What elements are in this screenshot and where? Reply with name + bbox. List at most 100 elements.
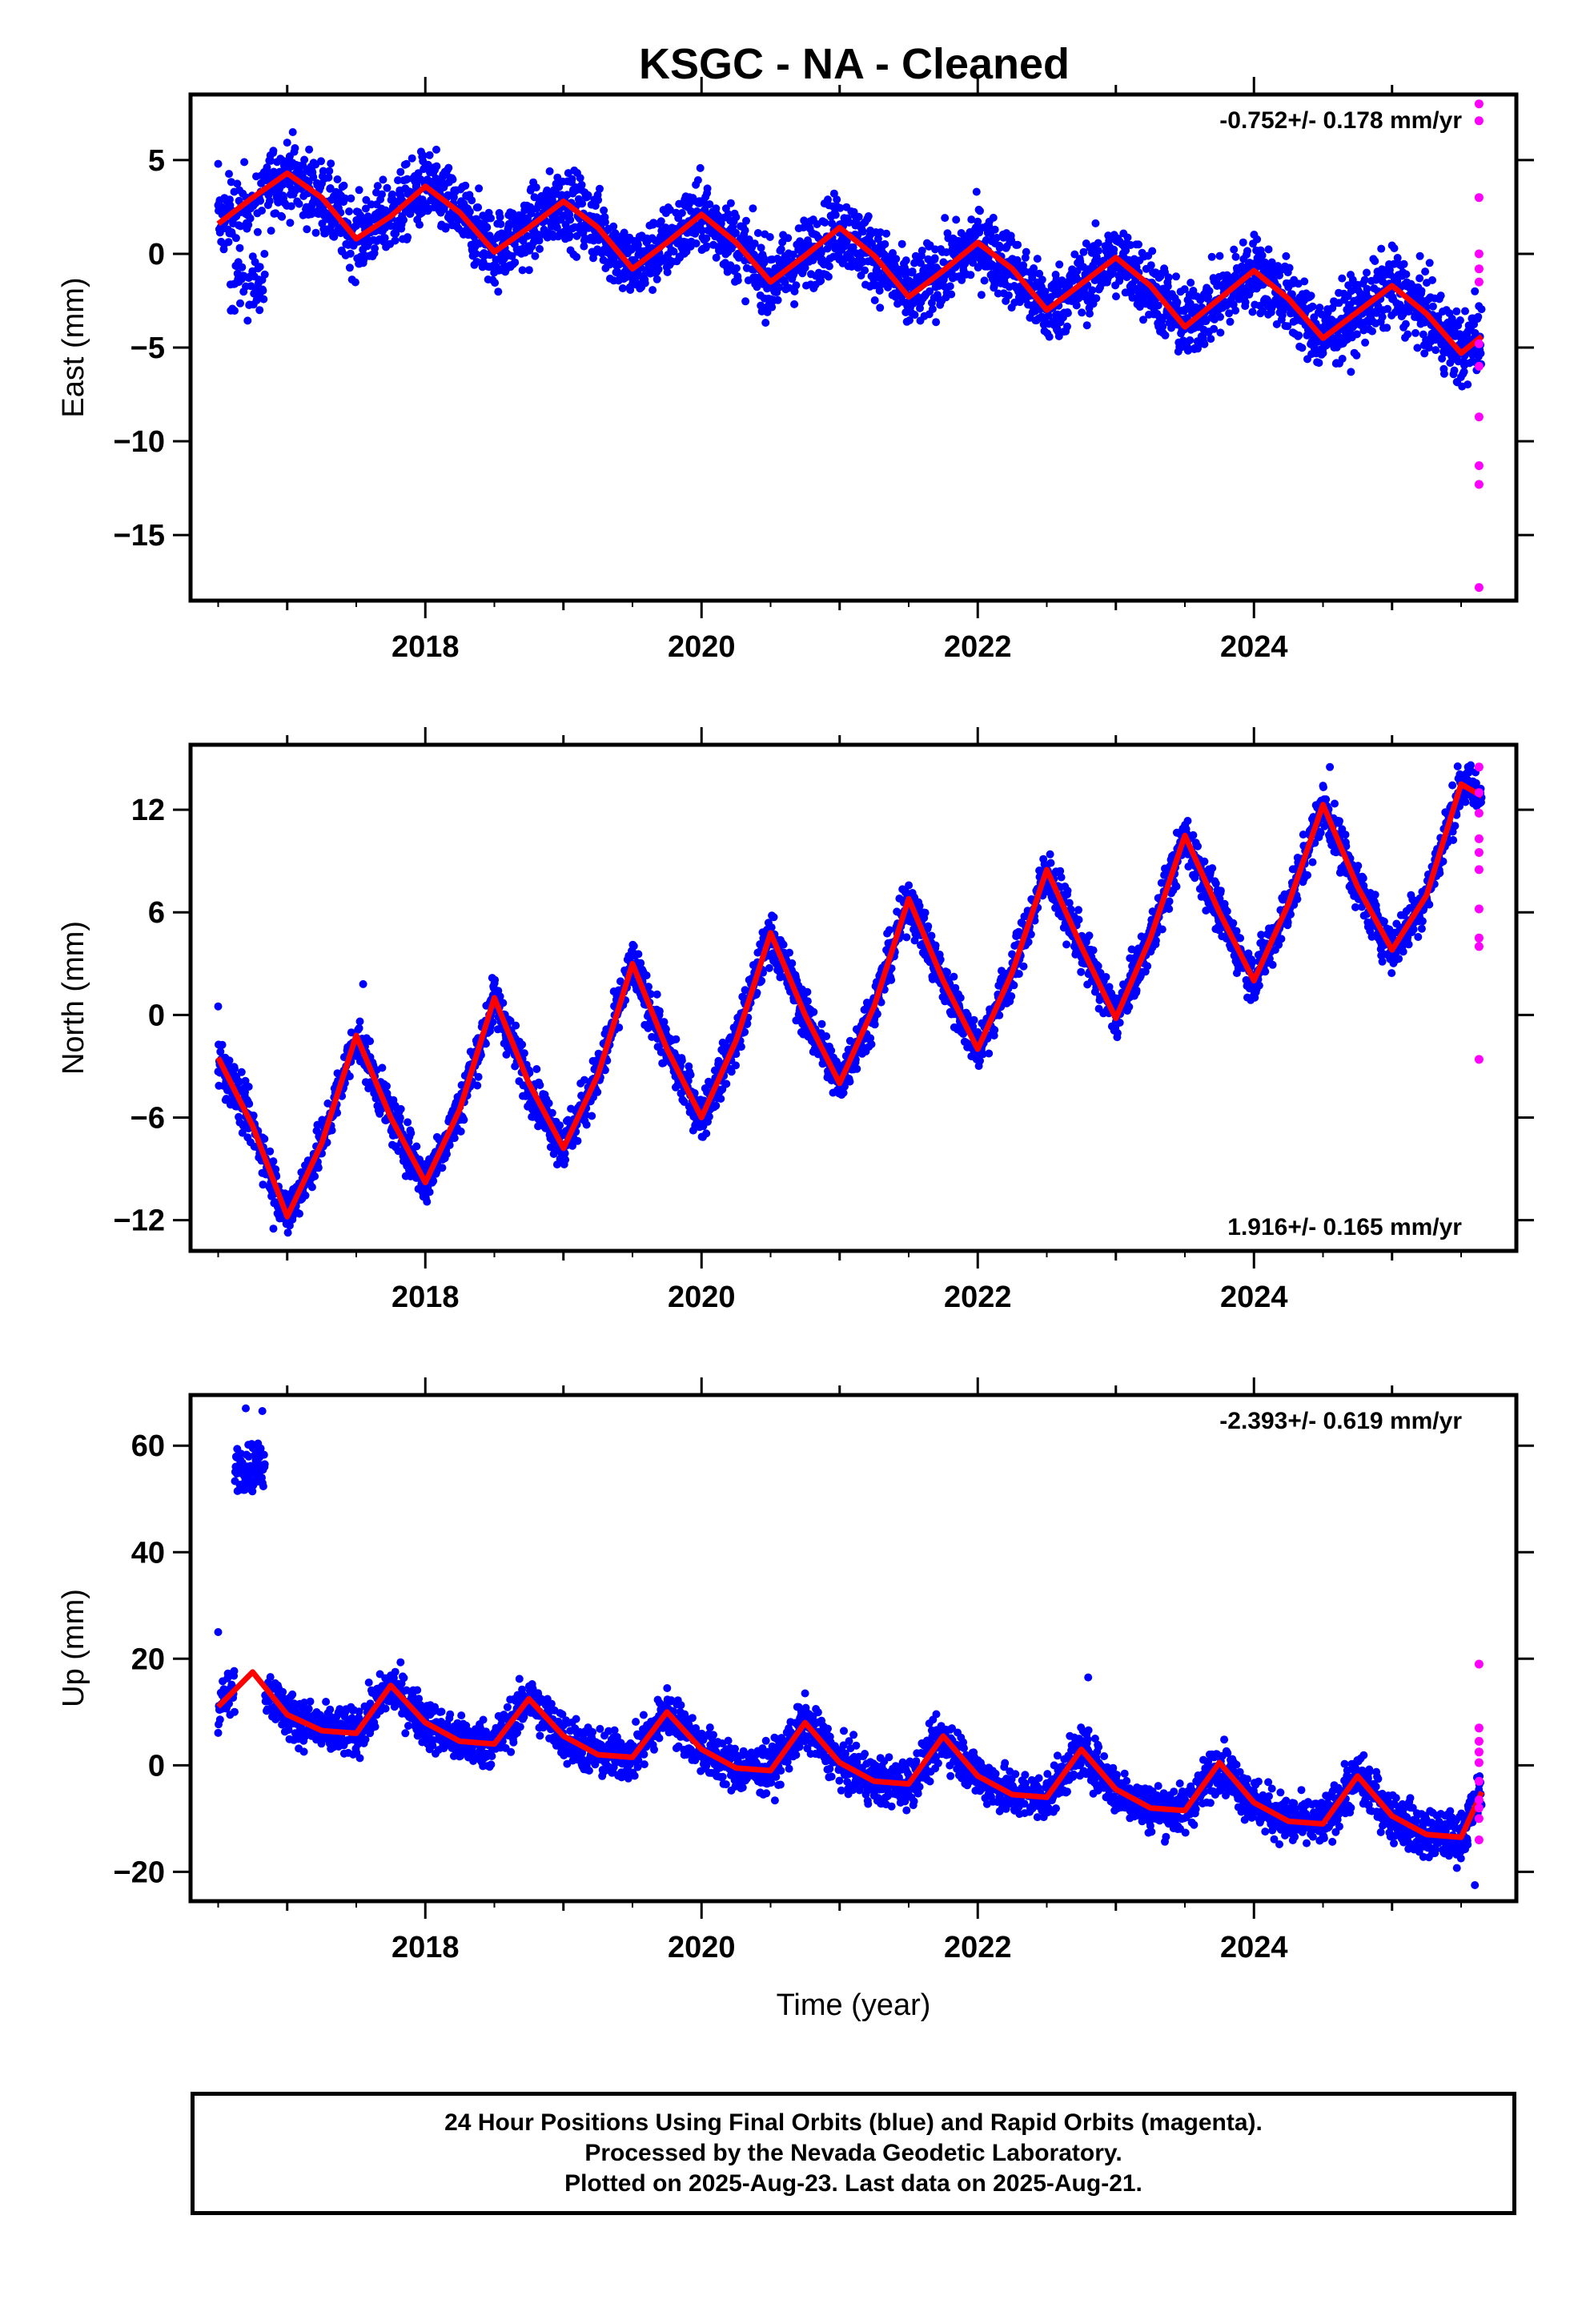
east-final-point-1513 — [778, 238, 787, 247]
east-final-point-35 — [227, 178, 235, 187]
east-final-point-64 — [238, 263, 247, 271]
north-final-point-6 — [216, 1047, 225, 1056]
north-final-point-517 — [407, 1128, 416, 1137]
east-final-point-1703 — [849, 243, 857, 251]
east-final-point-1456 — [757, 243, 765, 252]
east-final-point-2020 — [967, 215, 976, 224]
east-final-point-117 — [258, 207, 266, 215]
north-final-point-1445 — [753, 988, 761, 997]
east-final-point-1085 — [618, 284, 627, 292]
east-final-point-2043 — [976, 207, 984, 215]
east-final-point-3235 — [1420, 349, 1429, 358]
east-final-point-909 — [552, 223, 561, 232]
east-final-point-2864 — [1282, 251, 1291, 260]
east-final-point-1366 — [723, 267, 732, 276]
north-final-point-378 — [355, 1023, 363, 1032]
east-final-point-60 — [236, 222, 245, 231]
east-final-point-2360 — [1094, 239, 1102, 247]
north-final-point-1342 — [714, 1056, 723, 1065]
east-final-point-2670 — [1210, 324, 1219, 333]
north-final-point-380 — [355, 1017, 364, 1026]
north-final-point-83 — [245, 1100, 254, 1108]
east-final-point-2547 — [1163, 282, 1172, 291]
east-final-point-505 — [402, 159, 411, 168]
east-final-point-3081 — [1363, 284, 1371, 293]
east-final-point-1282 — [692, 239, 701, 247]
east-final-point-475 — [391, 236, 400, 245]
east-ytick-label-5: 5 — [148, 144, 165, 178]
east-final-point-125 — [260, 270, 269, 279]
east-final-point-3351 — [1464, 380, 1472, 389]
east-final-point-3080 — [1363, 268, 1371, 277]
east-final-point-3227 — [1417, 287, 1426, 296]
east-final-point-428 — [373, 182, 382, 191]
north-final-point-63 — [237, 1068, 246, 1076]
north-final-point-218 — [295, 1209, 303, 1218]
east-final-point-1065 — [611, 229, 620, 238]
east-final-point-1908 — [926, 287, 934, 296]
east-final-point-697 — [474, 203, 483, 211]
east-final-point-3223 — [1415, 251, 1424, 260]
east-final-point-185 — [283, 139, 291, 147]
east-final-point-1627 — [821, 218, 829, 227]
east-final-point-28 — [224, 238, 233, 247]
east-final-point-3288 — [1439, 369, 1448, 378]
east-final-point-2202 — [1035, 269, 1044, 278]
east-final-point-2521 — [1154, 301, 1162, 310]
east-final-point-2187 — [1030, 264, 1038, 272]
east-final-point-1212 — [666, 206, 674, 214]
east-ytick-label--10: −10 — [114, 425, 165, 459]
east-final-point-1298 — [698, 226, 706, 235]
east-final-point-3186 — [1402, 270, 1411, 279]
north-final-point-887 — [544, 1099, 553, 1108]
east-final-point-3331 — [1456, 316, 1464, 324]
east-final-point-1925 — [932, 318, 941, 327]
north-final-point-44 — [231, 1064, 239, 1073]
east-final-point-351 — [345, 207, 353, 215]
east-final-point-1335 — [712, 204, 721, 213]
north-final-point-1201 — [661, 1025, 670, 1034]
north-final-point-30 — [225, 1056, 234, 1065]
east-final-point-1966 — [947, 290, 956, 299]
north-final-point-192 — [285, 1221, 294, 1230]
east-final-point-3388 — [1477, 305, 1486, 314]
east-final-point-742 — [491, 279, 500, 287]
east-final-point-971 — [576, 174, 584, 183]
east-final-point-200 — [288, 128, 297, 136]
north-final-point-1267 — [686, 1071, 695, 1080]
east-final-point-2159 — [1019, 261, 1028, 270]
east-final-point-508 — [404, 233, 412, 242]
east-final-point-81 — [244, 220, 253, 229]
east-final-point-1019 — [594, 195, 603, 204]
east-final-point-3095 — [1368, 327, 1376, 336]
east-final-point-796 — [511, 258, 520, 267]
east-final-point-217 — [295, 199, 303, 208]
east-final-point-2711 — [1225, 309, 1234, 318]
east-final-point-1637 — [824, 272, 833, 281]
east-final-point-680 — [468, 196, 476, 205]
east-final-point-1862 — [908, 267, 917, 275]
east-final-point-1165 — [648, 286, 657, 295]
east-final-point-2774 — [1248, 308, 1257, 316]
east-final-point-2468 — [1134, 240, 1142, 249]
east-final-point-1854 — [905, 316, 913, 324]
north-final-point-1075 — [615, 1023, 624, 1032]
north-final-point-1002 — [588, 1112, 596, 1120]
east-ytick-label--5: −5 — [130, 332, 165, 365]
east-final-point-699 — [475, 184, 484, 193]
east-rapid-point-6 — [1474, 339, 1484, 348]
east-final-point-2687 — [1216, 312, 1224, 321]
east-final-point-1023 — [596, 184, 604, 193]
east-ytick-label-0: 0 — [148, 238, 165, 271]
east-final-point-1416 — [742, 216, 750, 225]
north-final-point-577 — [429, 1176, 438, 1185]
east-final-point-1177 — [652, 275, 661, 283]
east-final-point-2749 — [1239, 238, 1247, 247]
east-final-point-1468 — [761, 319, 770, 327]
east-final-point-276 — [317, 157, 325, 166]
east-final-point-1788 — [881, 239, 889, 248]
north-final-point-815 — [518, 1040, 527, 1049]
east-final-point-301 — [326, 184, 335, 192]
east-final-point-2868 — [1283, 322, 1292, 331]
